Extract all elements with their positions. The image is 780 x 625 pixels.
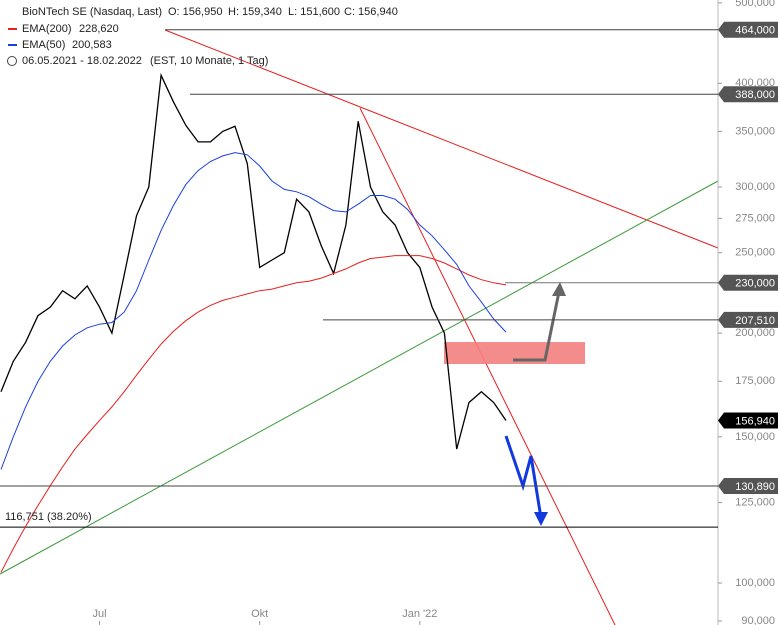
y-tick-label: 400,000	[735, 77, 775, 89]
ema-line	[0, 255, 507, 573]
x-tick-label: Okt	[251, 608, 268, 620]
fib-label: 116,751 (38.20%)	[5, 511, 92, 523]
level-label: 230,000	[735, 278, 775, 290]
level-box	[718, 86, 778, 103]
y-tick-label: 500,000	[735, 0, 775, 9]
x-tick-label: Jan '22	[402, 608, 437, 620]
legend-label: EMA(50)	[22, 39, 65, 51]
level-box	[718, 477, 778, 494]
level-box	[718, 21, 778, 38]
y-tick-label: 100,000	[735, 577, 775, 589]
y-tick-label: 300,000	[735, 181, 775, 193]
ohlc: L: 151,600	[288, 6, 340, 18]
legend-value: 200,583	[72, 39, 112, 51]
y-tick-label: 200,000	[735, 327, 775, 339]
period: 06.05.2021 - 18.02.2022	[22, 55, 142, 67]
arrow-head	[552, 282, 566, 296]
level-label: 464,000	[735, 25, 775, 37]
y-tick-label: 250,000	[735, 247, 775, 259]
arrow-head	[534, 512, 548, 526]
trend-line	[359, 107, 616, 625]
level-box	[718, 311, 778, 328]
period-note: (EST, 10 Monate, 1 Tag)	[150, 55, 268, 67]
y-tick-label: 350,000	[735, 125, 775, 137]
level-label: 388,000	[735, 89, 775, 101]
level-box	[718, 412, 778, 429]
ema-line	[0, 152, 507, 470]
y-tick-label: 125,000	[735, 496, 775, 508]
y-tick-label: 90,000	[741, 615, 775, 625]
arrow-down	[504, 435, 543, 519]
ohlc: H: 159,340	[228, 6, 282, 18]
price-line	[0, 72, 507, 450]
legend-label: EMA(200)	[22, 23, 72, 35]
plot	[0, 29, 718, 573]
y-tick-label: 275,000	[735, 212, 775, 224]
trend-line	[0, 180, 719, 575]
trend-line	[164, 29, 719, 249]
legend-value: 228,620	[79, 23, 119, 35]
level-box	[718, 274, 778, 291]
clock-icon	[7, 56, 17, 66]
y-tick-label: 175,000	[735, 375, 775, 387]
y-tick-label: 150,000	[735, 431, 775, 443]
level-label: 130,890	[735, 481, 775, 493]
ohlc: C: 156,940	[344, 6, 398, 18]
x-tick-label: Jul	[93, 608, 107, 620]
level-label: 207,510	[735, 315, 775, 327]
arrow-up	[513, 286, 562, 362]
ohlc: O: 156,950	[168, 6, 222, 18]
chart-title: BioNTech SE (Nasdaq, Last)	[22, 6, 162, 18]
level-label: 156,940	[735, 415, 775, 427]
resistance-zone	[444, 342, 585, 364]
